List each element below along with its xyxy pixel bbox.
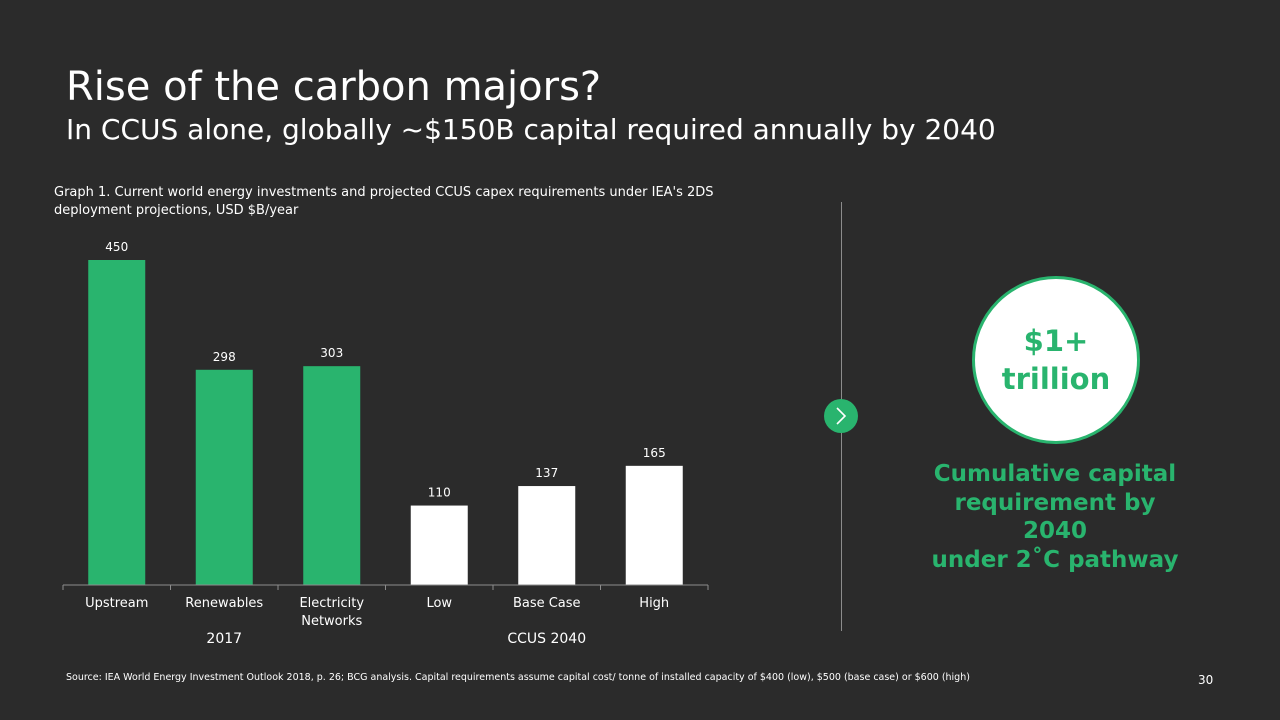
tick-label: Upstream [85,596,148,611]
slide-title: Rise of the carbon majors? [66,64,602,110]
data-label: 450 [105,240,128,254]
tick-label: Base Case [513,596,581,611]
page-number: 30 [1198,673,1214,687]
data-label: 298 [213,350,236,364]
cumulative-requirement-text: Cumulative capital requirement by 2040 u… [931,461,1179,573]
bar [195,369,253,585]
data-label: 165 [643,446,666,460]
group-label: CCUS 2040 [507,631,586,647]
tick-label: High [639,596,669,611]
bar [88,260,146,585]
bar-chart: 450 Upstream 298 Renewables 303 Electricity Ne… [62,240,709,647]
bar [410,505,468,585]
tick-label: Renewables [185,596,263,611]
bar [518,486,576,585]
tick-label: Networks [301,614,362,629]
source-note: Source: IEA World Energy Investment Outl… [66,672,970,683]
group-label: 2017 [206,631,242,647]
slide-subtitle: In CCUS alone, globally ~$150B capital r… [66,113,996,146]
trillion-callout-circle: $1+ trillion [972,276,1140,444]
data-label: 110 [428,486,451,500]
bar [303,366,361,585]
callout-value: $1+ trillion [1001,324,1111,396]
chevron-right-icon [836,407,847,425]
next-button[interactable] [824,399,858,433]
bar [625,465,683,585]
data-label: 137 [535,466,558,480]
tick-label: Electricity [299,596,364,611]
graph-caption: Graph 1. Current world energy investment… [54,185,714,218]
data-label: 303 [320,346,343,360]
tick-label: Low [426,596,452,611]
